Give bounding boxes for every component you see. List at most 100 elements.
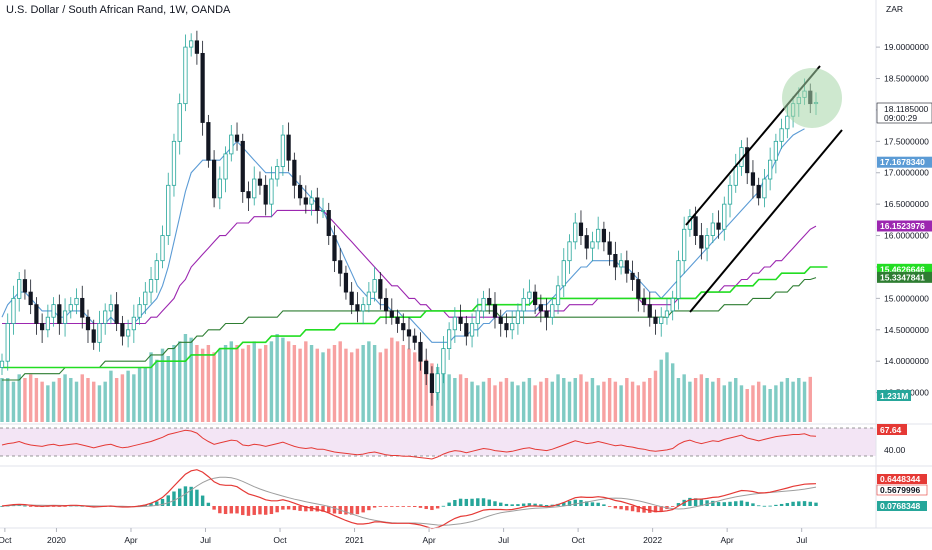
candle-body [206, 122, 211, 161]
macd-hist-bar [625, 506, 629, 511]
candle-body [504, 323, 509, 331]
y-tick-label: 16.0000000 [884, 231, 929, 241]
macd-hist-bar [676, 503, 681, 506]
volume-bar [464, 378, 469, 422]
macd-hist-bar [327, 506, 331, 513]
x-tick-label: Apr [422, 535, 435, 545]
volume-bar [607, 378, 612, 422]
price-badge [877, 156, 932, 168]
macd-hist-bar [762, 505, 767, 507]
macd-hist-bar [779, 503, 784, 506]
candle-body [0, 360, 5, 368]
macd-hist-bar [355, 506, 360, 515]
macd-hist-bar [791, 501, 795, 506]
candle-body [630, 272, 635, 280]
volume-bar [630, 381, 635, 422]
volume-bar [584, 381, 589, 422]
volume-bar [286, 341, 291, 422]
volume-bar [590, 378, 595, 422]
candle-body [5, 323, 10, 362]
volume-bar [619, 385, 623, 422]
candle-body [74, 297, 79, 306]
candle-body [624, 260, 629, 274]
trend-channel[interactable] [685, 65, 843, 313]
macd-hist-bar [315, 506, 319, 512]
volume-bar [562, 378, 566, 422]
price-axis-ticks[interactable]: 19.000000018.500000018.000000017.5000000… [876, 42, 929, 398]
macd-hist-bar [218, 506, 222, 514]
candle-body [234, 134, 240, 142]
candle-body [263, 184, 268, 205]
macd-hist-bar [51, 506, 56, 507]
volume-bar [670, 363, 675, 422]
candle-body [641, 297, 647, 306]
volume-bar [407, 348, 411, 422]
time-axis-ticks[interactable]: Oct 2020 Apr Jul Oct 2021 Apr Jul Oct 2022 Apr Jul [0, 528, 807, 545]
candle-body [492, 304, 498, 318]
volume-bar [344, 348, 348, 422]
candle-body [756, 184, 761, 199]
macd-hist-bar [516, 504, 520, 506]
macd-signal-line [1, 476, 817, 526]
candle-body [252, 178, 257, 199]
candle-body [469, 323, 475, 337]
macd-hist-bar [172, 491, 176, 506]
macd-hist-bar [774, 504, 778, 506]
volume-bar [143, 367, 148, 422]
macd-hist-bar [607, 506, 612, 507]
macd-hist-bar [510, 504, 514, 506]
candle-body [108, 304, 114, 312]
macd-value-label: 0.6448344 [880, 474, 920, 484]
candles[interactable] [0, 30, 819, 406]
macd-hist-bar [160, 498, 165, 506]
candle-body [573, 222, 578, 243]
candle-body [85, 316, 91, 331]
candle-body [389, 310, 394, 318]
macd-hist-bar [63, 506, 67, 507]
candle-body [62, 310, 68, 324]
volume-bar [269, 341, 274, 422]
candle-body [550, 304, 555, 318]
volume-bar [688, 381, 692, 422]
macd-hist-bar [619, 506, 623, 510]
volume-bar [223, 345, 228, 422]
volume-bar [596, 385, 600, 422]
candle-body [498, 316, 503, 324]
macd-hist-bar [349, 506, 354, 515]
candle-body [618, 260, 624, 268]
ma-line [2, 266, 828, 369]
volume-bar [693, 378, 698, 422]
candle-body [412, 335, 417, 343]
channel-lower-line[interactable] [689, 129, 843, 313]
x-tick-label: 2022 [643, 535, 662, 545]
y-tick-label: 18.5000000 [884, 74, 929, 84]
volume-bar [413, 352, 417, 422]
candle-body [80, 297, 85, 318]
candle-body [361, 304, 366, 312]
candle-body [343, 272, 349, 293]
candle-body [338, 260, 343, 274]
volume-bar [573, 378, 577, 422]
macd-hist-bar [0, 506, 4, 507]
volume-bar [682, 374, 686, 422]
volume-bar [137, 367, 142, 422]
volume-bar [361, 345, 365, 422]
y-tick-label: 14.0000000 [884, 356, 929, 366]
price-badge-label: 17.1678340 [880, 157, 925, 167]
volume-bar [613, 381, 618, 422]
volume-bar [453, 378, 457, 422]
volume-bar [309, 345, 314, 422]
macd-hist-bar [17, 505, 21, 507]
macd-line [1, 469, 817, 530]
macd-hist-bar [711, 500, 715, 506]
macd-hist-bar [521, 503, 526, 506]
volume-bar [716, 378, 721, 422]
highlight-circle[interactable] [782, 68, 842, 128]
macd-hist-bar [367, 506, 371, 511]
volume-bar [395, 341, 400, 422]
macd-hist-bar [401, 506, 405, 507]
macd-hist-bar [705, 500, 709, 506]
volume-bar [802, 381, 807, 422]
macd-hist-bar [504, 503, 509, 506]
